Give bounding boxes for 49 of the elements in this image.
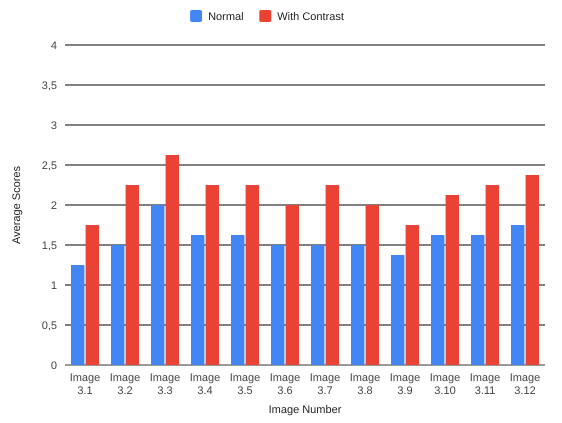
bar bbox=[71, 265, 84, 365]
bar bbox=[391, 255, 404, 365]
x-tick-label: Image 3.7 bbox=[310, 372, 340, 397]
bar bbox=[326, 185, 339, 365]
bar bbox=[111, 245, 124, 365]
x-tick-label: Image 3.2 bbox=[110, 372, 140, 397]
bar bbox=[151, 205, 164, 365]
bar bbox=[246, 185, 259, 365]
bar bbox=[191, 235, 204, 365]
y-tick-label: 4 bbox=[50, 40, 57, 52]
x-tick-label: Image 3.1 bbox=[70, 372, 100, 397]
bar bbox=[526, 175, 539, 365]
bar bbox=[351, 245, 364, 365]
y-tick-label: 1,5 bbox=[42, 240, 57, 252]
legend-label: With Contrast bbox=[277, 10, 344, 23]
x-tick-label: Image 3.5 bbox=[230, 372, 260, 397]
bar bbox=[231, 235, 244, 365]
x-tick-label: Image 3.9 bbox=[390, 372, 420, 397]
x-tick-label: Image 3.8 bbox=[350, 372, 380, 397]
bar bbox=[471, 235, 484, 365]
bar bbox=[86, 225, 99, 365]
y-tick-label: 0,5 bbox=[42, 320, 57, 332]
bar bbox=[311, 245, 324, 365]
x-tick-label: Image 3.11 bbox=[470, 372, 500, 397]
x-tick-label: Image 3.10 bbox=[430, 372, 460, 397]
legend-label: Normal bbox=[208, 10, 244, 23]
y-tick-label: 3,5 bbox=[42, 80, 57, 92]
y-tick-label: 1 bbox=[50, 280, 57, 292]
x-tick-label: Image 3.6 bbox=[270, 372, 300, 397]
x-axis-title: Image Number bbox=[268, 404, 342, 416]
bar bbox=[431, 235, 444, 365]
bar bbox=[166, 155, 179, 365]
bar bbox=[511, 225, 524, 365]
y-tick-label: 0 bbox=[50, 360, 57, 372]
bar bbox=[446, 195, 459, 365]
x-tick-label: Image 3.3 bbox=[150, 372, 180, 397]
bar bbox=[271, 245, 284, 365]
x-tick-label: Image 3.4 bbox=[190, 372, 220, 397]
bar bbox=[486, 185, 499, 365]
bar bbox=[126, 185, 139, 365]
x-tick-label: Image 3.12 bbox=[510, 372, 540, 397]
y-axis-title: Average Scores bbox=[11, 165, 23, 244]
y-tick-label: 3 bbox=[50, 120, 57, 132]
y-tick-label: 2 bbox=[50, 200, 57, 212]
y-tick-label: 2,5 bbox=[42, 160, 57, 172]
bar bbox=[206, 185, 219, 365]
bar bbox=[286, 205, 299, 365]
bar bbox=[366, 205, 379, 365]
bar bbox=[406, 225, 419, 365]
